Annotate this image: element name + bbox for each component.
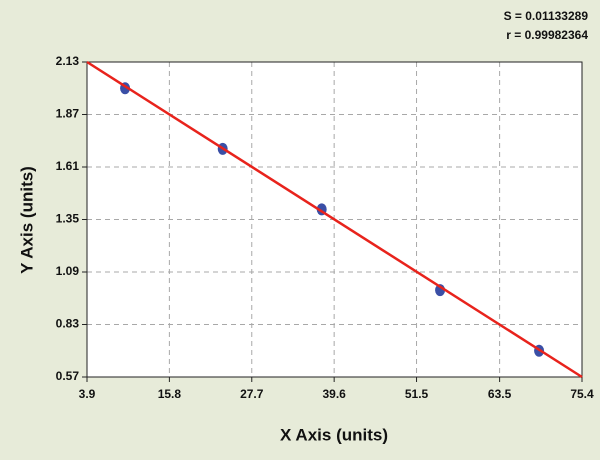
x-tick-label: 27.7 xyxy=(240,387,264,401)
y-tick-label: 1.35 xyxy=(56,212,80,226)
fit-line xyxy=(86,60,583,379)
x-tick-label: 39.6 xyxy=(322,387,346,401)
annotation: r = 0.99982364 xyxy=(506,28,588,42)
x-tick-label: 3.9 xyxy=(79,387,96,401)
x-tick-label: 51.5 xyxy=(405,387,429,401)
annotation: S = 0.01133289 xyxy=(504,9,589,23)
y-tick-label: 1.09 xyxy=(56,264,80,278)
x-tick-label: 75.4 xyxy=(570,387,594,401)
x-tick-label: 63.5 xyxy=(488,387,512,401)
y-tick-label: 1.87 xyxy=(56,107,80,121)
y-axis-title: Y Axis (units) xyxy=(17,166,36,274)
y-tick-label: 1.61 xyxy=(56,159,80,173)
y-tick-label: 0.83 xyxy=(56,317,80,331)
y-tick-label: 0.57 xyxy=(56,369,80,383)
x-axis-title: X Axis (units) xyxy=(280,425,388,444)
y-tick-label: 2.13 xyxy=(56,54,80,68)
plot-border xyxy=(86,61,583,378)
x-tick-label: 15.8 xyxy=(158,387,182,401)
